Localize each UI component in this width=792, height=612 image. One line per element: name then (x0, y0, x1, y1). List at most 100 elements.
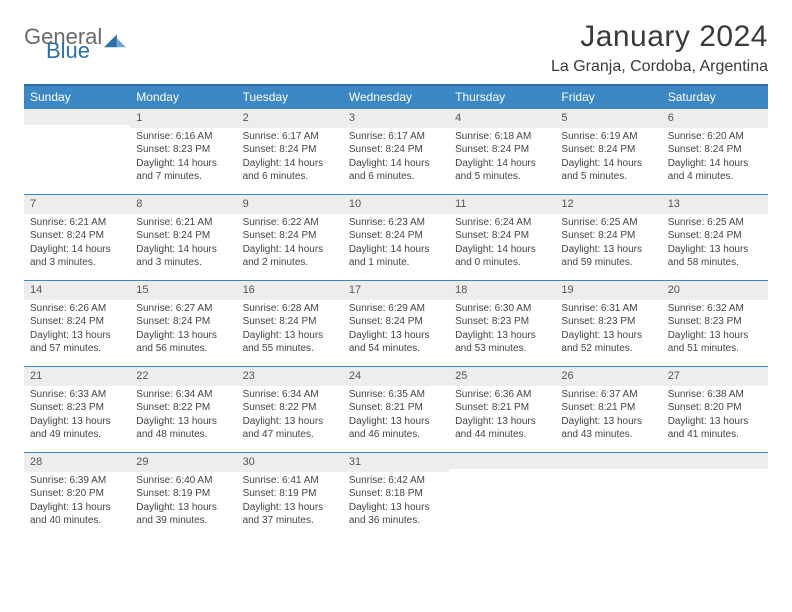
day-info-line: Sunset: 8:24 PM (136, 229, 230, 243)
day-info-line: Sunset: 8:22 PM (136, 401, 230, 415)
title-block: January 2024 La Granja, Cordoba, Argenti… (551, 20, 768, 76)
day-info-line: Daylight: 14 hours (455, 157, 549, 171)
calendar-day-cell (449, 452, 555, 538)
day-body: Sunrise: 6:31 AMSunset: 8:23 PMDaylight:… (555, 300, 661, 360)
calendar-week-row: 28Sunrise: 6:39 AMSunset: 8:20 PMDayligh… (24, 452, 768, 538)
weekday-header: Wednesday (343, 85, 449, 108)
calendar-day-cell: 7Sunrise: 6:21 AMSunset: 8:24 PMDaylight… (24, 194, 130, 280)
day-info-line: Sunrise: 6:42 AM (349, 474, 443, 488)
calendar-day-cell (555, 452, 661, 538)
day-body: Sunrise: 6:25 AMSunset: 8:24 PMDaylight:… (555, 214, 661, 274)
day-info-line: and 0 minutes. (455, 256, 549, 270)
day-info-line: Sunrise: 6:33 AM (30, 388, 124, 402)
day-info-line: Daylight: 14 hours (455, 243, 549, 257)
day-info-line: Daylight: 13 hours (136, 329, 230, 343)
day-info-line: Sunrise: 6:32 AM (668, 302, 762, 316)
calendar-week-row: 7Sunrise: 6:21 AMSunset: 8:24 PMDaylight… (24, 194, 768, 280)
day-body: Sunrise: 6:34 AMSunset: 8:22 PMDaylight:… (237, 386, 343, 446)
calendar-day-cell: 30Sunrise: 6:41 AMSunset: 8:19 PMDayligh… (237, 452, 343, 538)
day-info-line: and 59 minutes. (561, 256, 655, 270)
day-number: 2 (237, 108, 343, 128)
calendar-day-cell: 18Sunrise: 6:30 AMSunset: 8:23 PMDayligh… (449, 280, 555, 366)
calendar-body: 1Sunrise: 6:16 AMSunset: 8:23 PMDaylight… (24, 108, 768, 538)
day-body: Sunrise: 6:21 AMSunset: 8:24 PMDaylight:… (130, 214, 236, 274)
day-number: 31 (343, 452, 449, 472)
day-info-line: Sunset: 8:24 PM (349, 143, 443, 157)
day-body: Sunrise: 6:19 AMSunset: 8:24 PMDaylight:… (555, 128, 661, 188)
day-info-line: and 44 minutes. (455, 428, 549, 442)
calendar-day-cell: 2Sunrise: 6:17 AMSunset: 8:24 PMDaylight… (237, 108, 343, 194)
calendar-day-cell: 26Sunrise: 6:37 AMSunset: 8:21 PMDayligh… (555, 366, 661, 452)
day-number: 9 (237, 194, 343, 214)
day-number: 11 (449, 194, 555, 214)
day-number (555, 452, 661, 469)
calendar-day-cell: 27Sunrise: 6:38 AMSunset: 8:20 PMDayligh… (662, 366, 768, 452)
day-info-line: Sunrise: 6:16 AM (136, 130, 230, 144)
day-info-line: Sunset: 8:19 PM (243, 487, 337, 501)
day-info-line: Sunset: 8:24 PM (136, 315, 230, 329)
day-number: 15 (130, 280, 236, 300)
day-info-line: and 43 minutes. (561, 428, 655, 442)
day-info-line: Daylight: 13 hours (561, 415, 655, 429)
calendar-day-cell: 22Sunrise: 6:34 AMSunset: 8:22 PMDayligh… (130, 366, 236, 452)
day-info-line: Sunrise: 6:28 AM (243, 302, 337, 316)
day-info-line: Sunrise: 6:39 AM (30, 474, 124, 488)
weekday-header: Tuesday (237, 85, 343, 108)
day-info-line: Daylight: 13 hours (561, 329, 655, 343)
day-body: Sunrise: 6:30 AMSunset: 8:23 PMDaylight:… (449, 300, 555, 360)
day-info-line: Sunset: 8:22 PM (243, 401, 337, 415)
calendar-day-cell: 3Sunrise: 6:17 AMSunset: 8:24 PMDaylight… (343, 108, 449, 194)
day-info-line: Daylight: 13 hours (349, 415, 443, 429)
calendar-day-cell: 20Sunrise: 6:32 AMSunset: 8:23 PMDayligh… (662, 280, 768, 366)
day-info-line: Sunrise: 6:25 AM (668, 216, 762, 230)
day-info-line: and 57 minutes. (30, 342, 124, 356)
day-info-line: Sunrise: 6:23 AM (349, 216, 443, 230)
day-info-line: Sunset: 8:24 PM (30, 229, 124, 243)
day-body (555, 469, 661, 475)
weekday-header: Thursday (449, 85, 555, 108)
day-body (662, 469, 768, 475)
day-number: 21 (24, 366, 130, 386)
day-info-line: Sunset: 8:24 PM (243, 143, 337, 157)
day-info-line: Sunset: 8:24 PM (455, 229, 549, 243)
day-info-line: Sunrise: 6:30 AM (455, 302, 549, 316)
day-info-line: and 39 minutes. (136, 514, 230, 528)
calendar-week-row: 14Sunrise: 6:26 AMSunset: 8:24 PMDayligh… (24, 280, 768, 366)
day-number: 5 (555, 108, 661, 128)
day-info-line: Sunset: 8:20 PM (30, 487, 124, 501)
calendar-day-cell: 28Sunrise: 6:39 AMSunset: 8:20 PMDayligh… (24, 452, 130, 538)
calendar-week-row: 21Sunrise: 6:33 AMSunset: 8:23 PMDayligh… (24, 366, 768, 452)
day-info-line: Sunset: 8:19 PM (136, 487, 230, 501)
day-info-line: Sunrise: 6:29 AM (349, 302, 443, 316)
day-number: 7 (24, 194, 130, 214)
day-info-line: and 6 minutes. (349, 170, 443, 184)
day-info-line: Sunset: 8:23 PM (668, 315, 762, 329)
calendar-day-cell (24, 108, 130, 194)
day-body: Sunrise: 6:35 AMSunset: 8:21 PMDaylight:… (343, 386, 449, 446)
day-info-line: Sunset: 8:24 PM (243, 315, 337, 329)
weekday-header: Saturday (662, 85, 768, 108)
day-info-line: and 3 minutes. (30, 256, 124, 270)
day-info-line: Sunrise: 6:17 AM (349, 130, 443, 144)
day-number: 16 (237, 280, 343, 300)
day-info-line: Sunrise: 6:18 AM (455, 130, 549, 144)
day-body (24, 125, 130, 131)
calendar-day-cell: 31Sunrise: 6:42 AMSunset: 8:18 PMDayligh… (343, 452, 449, 538)
calendar-day-cell: 17Sunrise: 6:29 AMSunset: 8:24 PMDayligh… (343, 280, 449, 366)
day-body: Sunrise: 6:25 AMSunset: 8:24 PMDaylight:… (662, 214, 768, 274)
day-body (449, 469, 555, 475)
weekday-header-row: Sunday Monday Tuesday Wednesday Thursday… (24, 85, 768, 108)
calendar-day-cell: 10Sunrise: 6:23 AMSunset: 8:24 PMDayligh… (343, 194, 449, 280)
day-body: Sunrise: 6:27 AMSunset: 8:24 PMDaylight:… (130, 300, 236, 360)
day-number: 8 (130, 194, 236, 214)
day-number: 30 (237, 452, 343, 472)
calendar-day-cell: 4Sunrise: 6:18 AMSunset: 8:24 PMDaylight… (449, 108, 555, 194)
weekday-header: Friday (555, 85, 661, 108)
day-number: 12 (555, 194, 661, 214)
day-info-line: and 5 minutes. (455, 170, 549, 184)
day-number: 24 (343, 366, 449, 386)
day-body: Sunrise: 6:33 AMSunset: 8:23 PMDaylight:… (24, 386, 130, 446)
day-body: Sunrise: 6:42 AMSunset: 8:18 PMDaylight:… (343, 472, 449, 532)
day-number: 20 (662, 280, 768, 300)
day-info-line: Sunrise: 6:20 AM (668, 130, 762, 144)
